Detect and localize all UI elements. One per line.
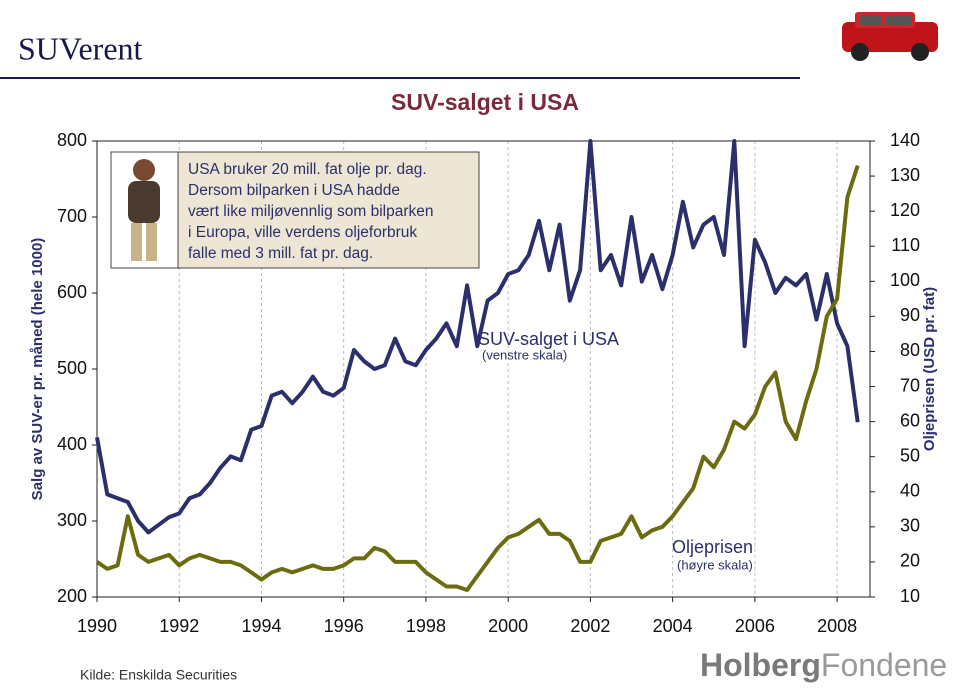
- y2-tick-label: 120: [890, 200, 920, 220]
- y2-tick-label: 80: [900, 340, 920, 360]
- x-tick-label: 1992: [159, 616, 199, 636]
- callout-text: vært like miljøvennlig som bilparken: [188, 203, 434, 220]
- source: Kilde: Enskilda Securities: [80, 667, 237, 683]
- y2-tick-label: 40: [900, 481, 920, 501]
- y2-tick-label: 20: [900, 551, 920, 571]
- series-line: [95, 139, 860, 535]
- y2-tick-label: 10: [900, 586, 920, 606]
- x-tick-label: 2000: [488, 616, 528, 636]
- x-tick-label: 1994: [241, 616, 281, 636]
- y2-tick-label: 130: [890, 165, 920, 185]
- y2-tick-label: 100: [890, 270, 920, 290]
- y2-tick-label: 50: [900, 445, 920, 465]
- callout-text: Dersom bilparken i USA hadde: [188, 182, 400, 199]
- x-tick-label: 2002: [570, 616, 610, 636]
- logo-part: Fondene: [821, 647, 947, 683]
- callout-box: [177, 151, 480, 269]
- y-tick-label: 500: [57, 358, 87, 378]
- person-icon: [128, 159, 160, 261]
- y-tick-label: 300: [57, 510, 87, 530]
- y2-tick-label: 90: [900, 305, 920, 325]
- callout-text: i Europa, ville verdens oljeforbruk: [188, 224, 417, 241]
- y-tick-label: 600: [57, 282, 87, 302]
- x-tick-label: 2008: [817, 616, 857, 636]
- series-line: [95, 164, 860, 592]
- chart-title: SUV-salget i USA: [391, 89, 579, 115]
- logo-part: Holberg: [700, 647, 821, 683]
- callout-text: USA bruker 20 mill. fat olje pr. dag.: [188, 161, 427, 178]
- y2-axis-label: Oljeprisen (USD pr. fat): [921, 287, 938, 451]
- annotation: Oljeprisen: [672, 537, 753, 557]
- y-tick-label: 200: [57, 586, 87, 606]
- annotation: SUV-salget i USA: [478, 329, 619, 349]
- y-axis-label: Salg av SUV-er pr. måned (hele 1000): [29, 238, 46, 501]
- header-title: SUVerent: [18, 30, 143, 66]
- y2-tick-label: 30: [900, 516, 920, 536]
- y2-tick-label: 70: [900, 375, 920, 395]
- annotation: (høyre skala): [677, 557, 753, 572]
- x-tick-label: 2006: [735, 616, 775, 636]
- annotation: (venstre skala): [482, 347, 567, 362]
- x-tick-label: 2004: [653, 616, 693, 636]
- callout: [110, 151, 480, 269]
- y2-tick-label: 110: [891, 235, 920, 255]
- x-tick-label: 1996: [324, 616, 364, 636]
- x-tick-label: 1998: [406, 616, 446, 636]
- logo: HolbergFondene: [700, 647, 947, 683]
- car-icon: [842, 12, 938, 61]
- callout-text: falle med 3 mill. fat pr. dag.: [188, 245, 373, 262]
- y-tick-label: 800: [57, 130, 87, 150]
- y-tick-label: 400: [57, 434, 87, 454]
- y2-tick-label: 140: [890, 130, 920, 150]
- x-tick-label: 1990: [77, 616, 117, 636]
- y2-tick-label: 60: [900, 410, 920, 430]
- y-tick-label: 700: [57, 206, 87, 226]
